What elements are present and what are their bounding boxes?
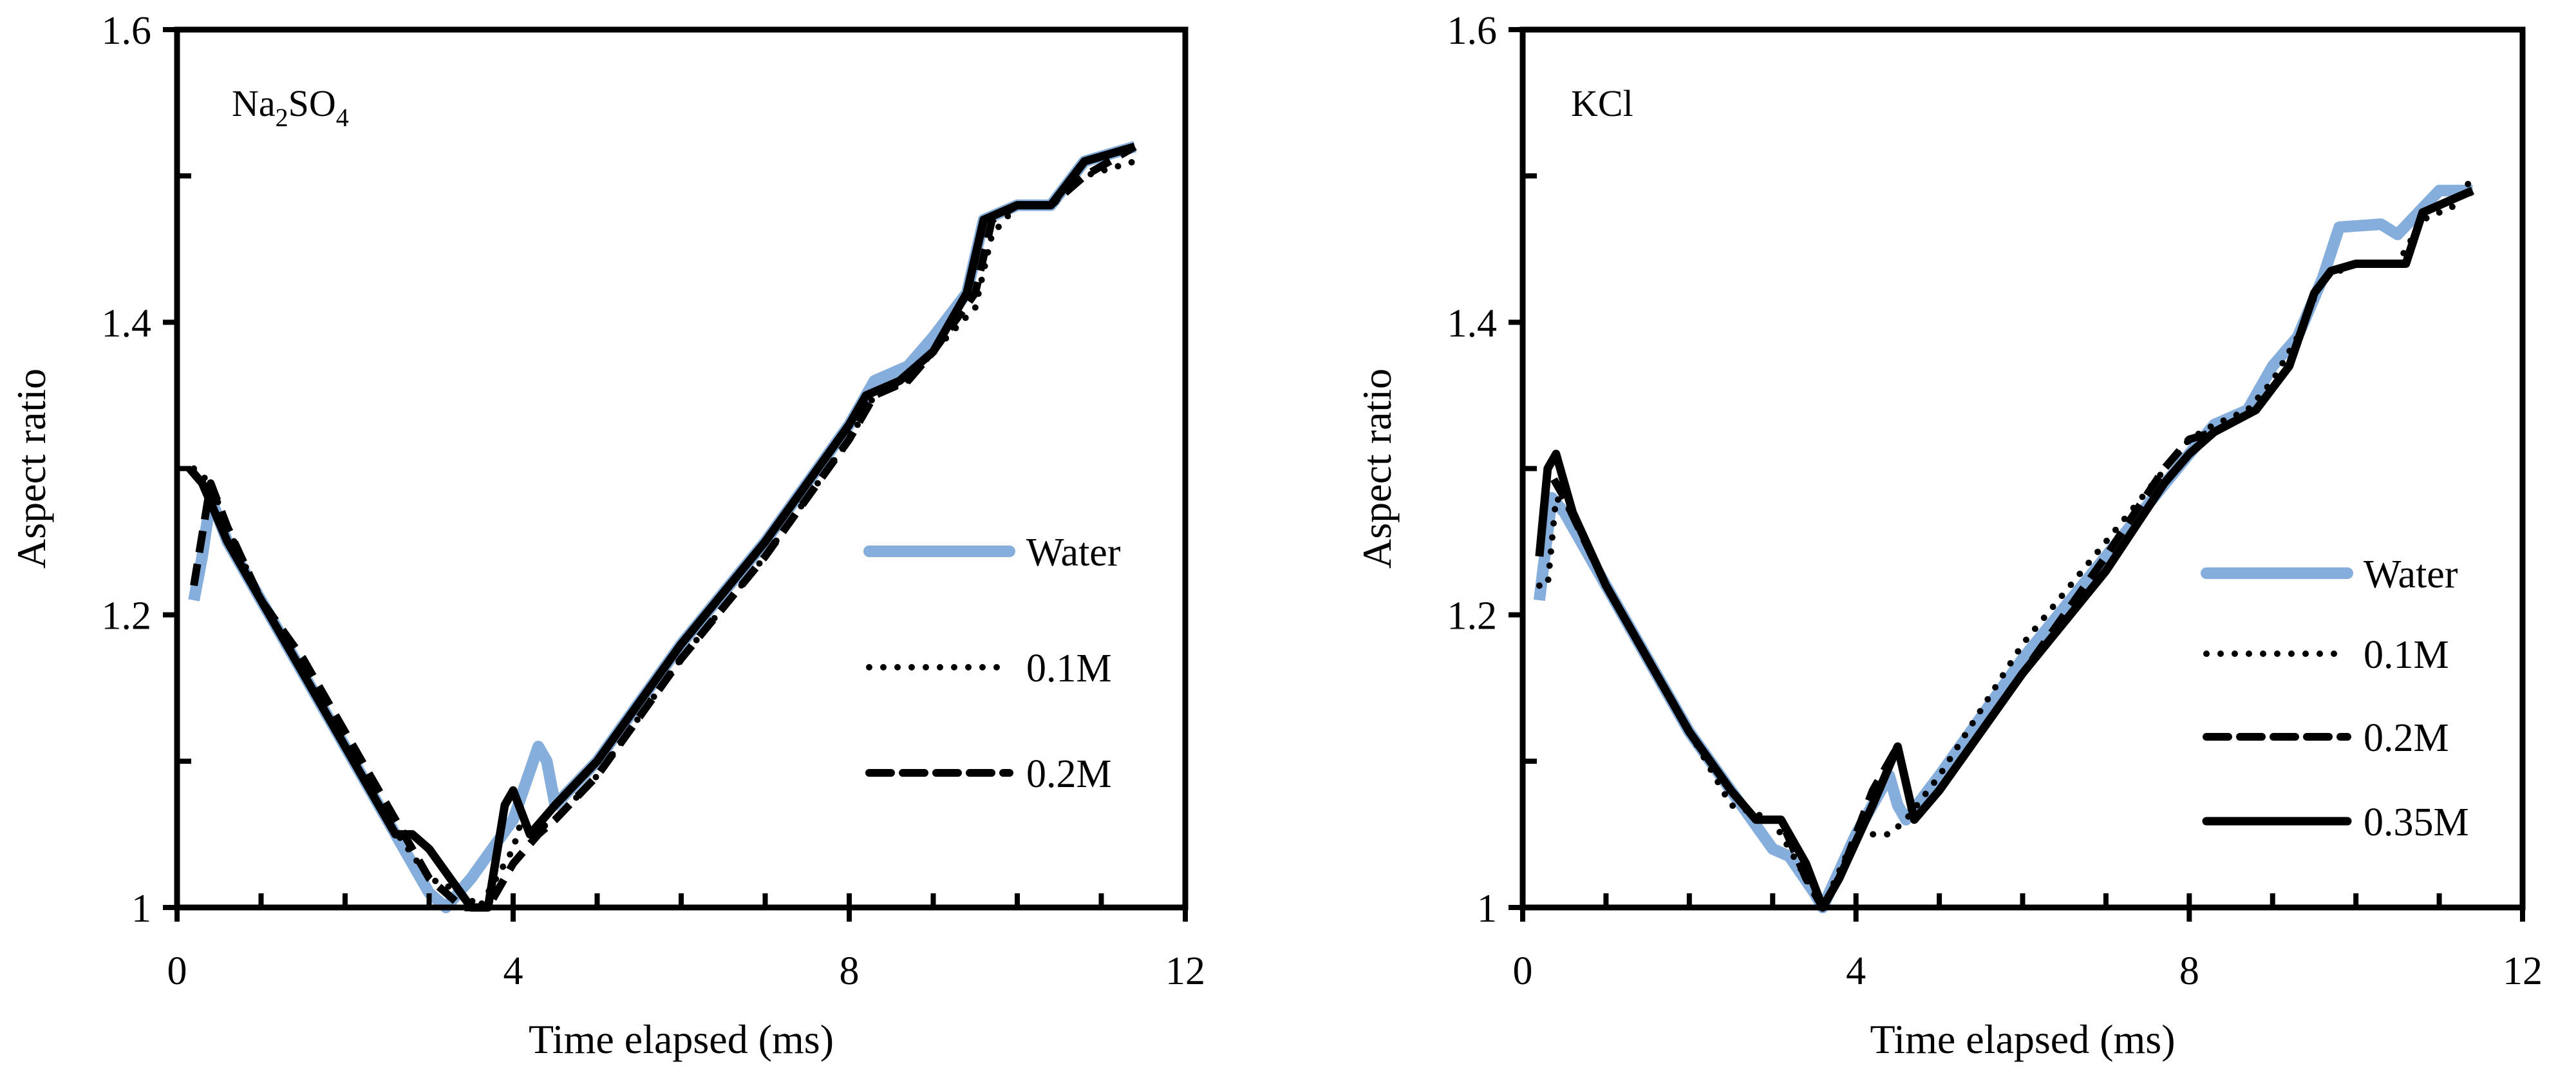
y-axis-label: Aspect ratio — [8, 368, 54, 569]
y-tick-label: 1 — [1477, 887, 1497, 931]
series-line-01m — [191, 158, 1138, 911]
y-tick-label: 1 — [131, 887, 151, 931]
x-tick-label: 0 — [1513, 949, 1533, 993]
series-line-02m — [190, 143, 1137, 911]
x-tick-label: 8 — [2179, 949, 2199, 993]
series-line-035m — [186, 142, 1136, 912]
panel-kcl: KCl 1 1.2 1.4 1.6 0 4 8 12 Time elapsed (ms) Aspe… — [1354, 9, 2543, 1062]
x-tick-label: 4 — [503, 949, 523, 993]
plot-frame — [1519, 26, 2526, 911]
y-tick-label: 1.6 — [102, 9, 152, 53]
legend-label: Water — [2364, 553, 2458, 596]
panel-title: KCl — [1571, 82, 1633, 124]
series-line-02m — [1535, 187, 2474, 911]
x-tick-label: 8 — [840, 949, 860, 993]
panel-title: Na2SO4 — [232, 82, 349, 132]
legend-label: 0.2M — [1026, 752, 1112, 796]
legend: Water 0.1M 0.2M — [863, 531, 1121, 796]
x-axis-label: Time elapsed (ms) — [529, 1016, 834, 1062]
series-line-01m — [1536, 173, 2476, 911]
legend-label: Water — [1026, 531, 1121, 574]
x-tick-label: 0 — [167, 949, 187, 993]
y-tick-label: 1.6 — [1447, 9, 1498, 53]
legend-label: 0.1M — [2364, 633, 2449, 677]
series-line-035m — [1535, 186, 2474, 912]
panel-na2so4: Na2SO4 1 1.2 1.4 1.6 0 4 8 12 Time elapsed (ms) A… — [8, 9, 1205, 1062]
x-axis-label: Time elapsed (ms) — [1870, 1016, 2175, 1062]
series-line-water — [1533, 184, 2473, 913]
y-tick-label: 1.4 — [102, 301, 152, 345]
x-tick-label: 12 — [1165, 949, 1205, 993]
legend-label: 0.35M — [2364, 801, 2469, 844]
legend-label: 0.2M — [2364, 716, 2449, 760]
x-tick-label: 4 — [1846, 949, 1866, 993]
y-tick-label: 1.2 — [1447, 594, 1498, 638]
x-tick-label: 12 — [2503, 949, 2543, 993]
y-tick-label: 1.2 — [102, 594, 152, 638]
series-line-water — [188, 141, 1137, 913]
legend: Water 0.1M 0.2M 0.35M — [2201, 553, 2469, 844]
legend-label: 0.1M — [1026, 647, 1112, 690]
y-tick-label: 1.4 — [1447, 301, 1498, 345]
y-axis-label: Aspect ratio — [1354, 368, 1400, 569]
